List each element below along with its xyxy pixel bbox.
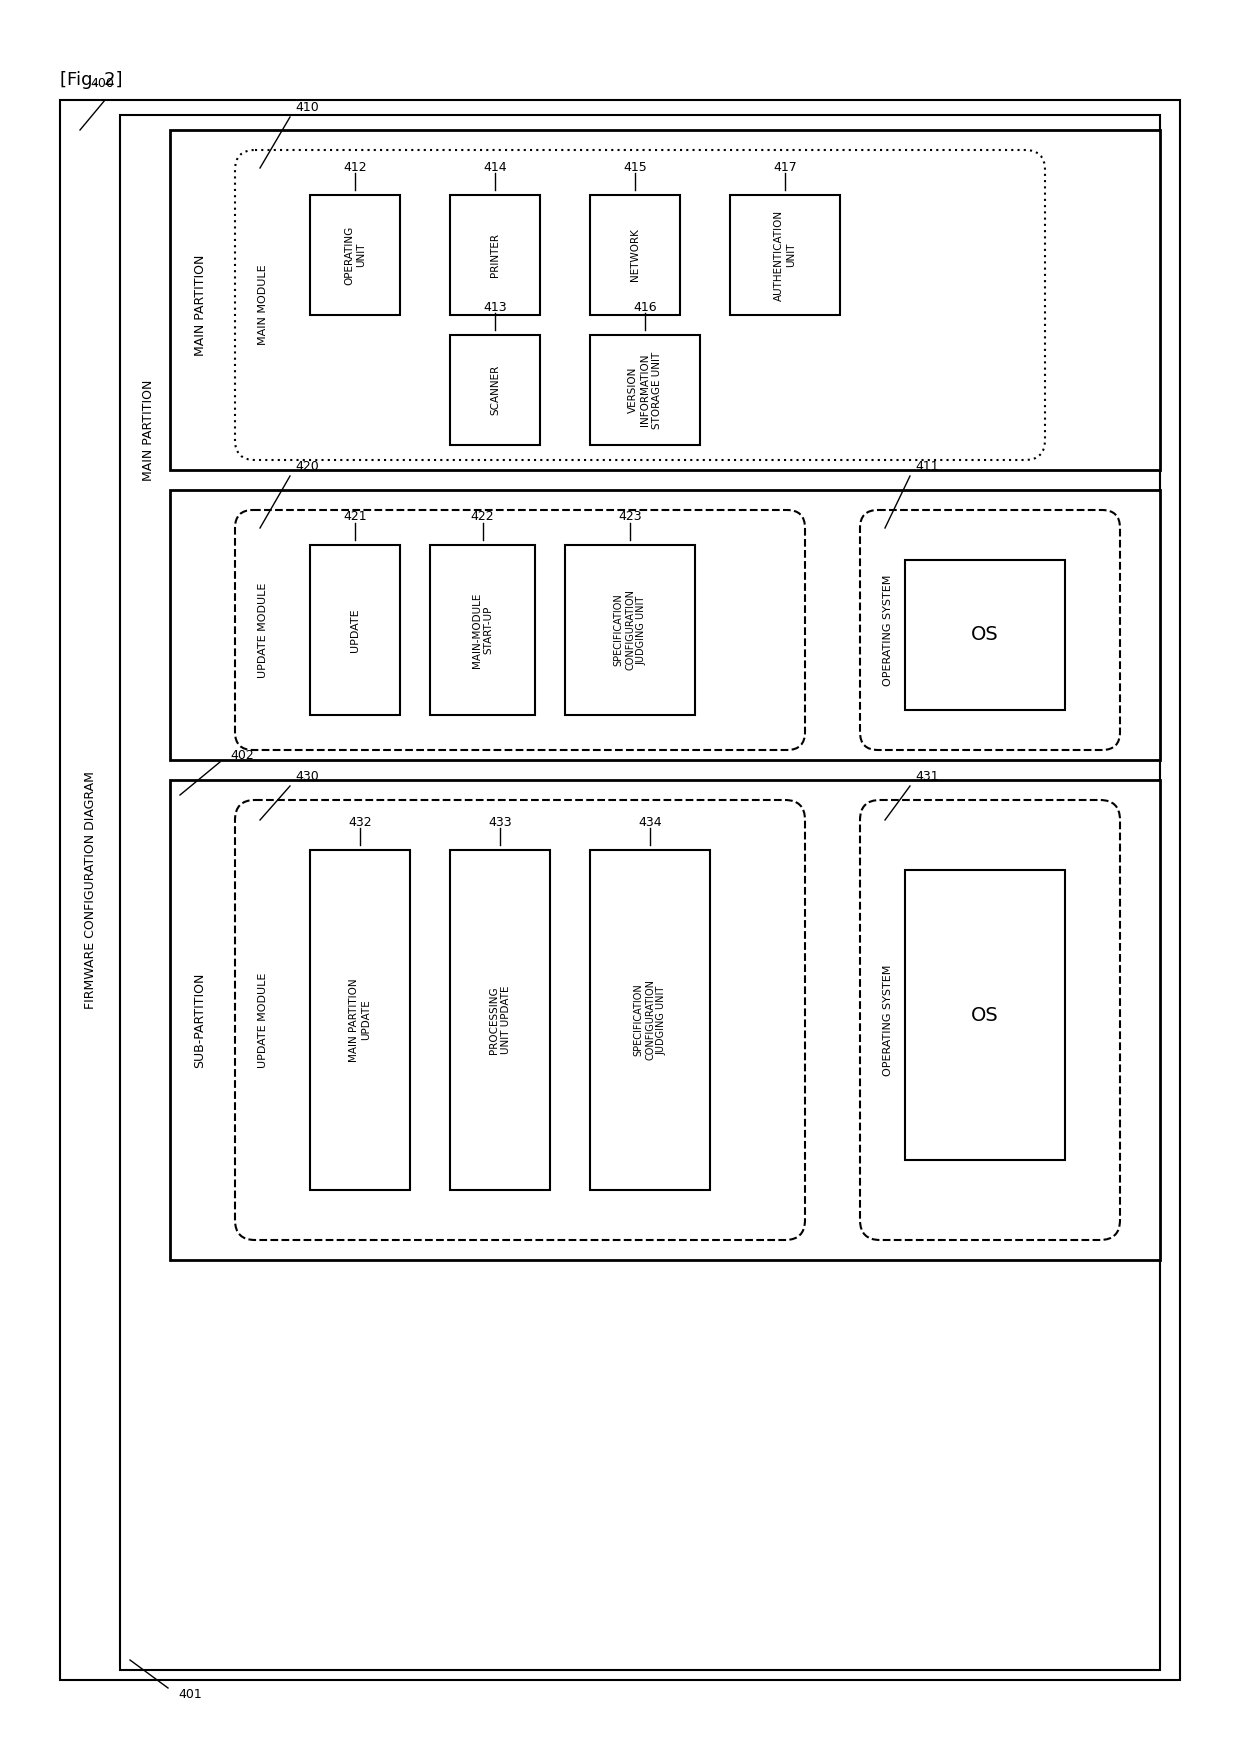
Text: 400: 400: [91, 77, 114, 91]
Bar: [450, 196, 539, 314]
Text: SCANNER: SCANNER: [490, 365, 500, 416]
Text: OPERATING SYSTEM: OPERATING SYSTEM: [883, 964, 893, 1076]
Text: 423: 423: [619, 510, 642, 524]
Text: 414: 414: [484, 161, 507, 173]
Bar: [565, 545, 694, 715]
Text: OPERATING
UNIT: OPERATING UNIT: [345, 225, 366, 285]
Bar: [310, 851, 410, 1190]
Text: NETWORK: NETWORK: [630, 229, 640, 281]
Text: MAIN PARTITION: MAIN PARTITION: [141, 379, 155, 480]
Bar: [310, 545, 401, 715]
FancyBboxPatch shape: [236, 150, 1045, 459]
Text: OS: OS: [971, 625, 999, 645]
Text: OPERATING SYSTEM: OPERATING SYSTEM: [883, 575, 893, 685]
Text: MAIN PARTITION
UPDATE: MAIN PARTITION UPDATE: [350, 978, 371, 1062]
Text: 434: 434: [639, 816, 662, 828]
Text: SPECIFICATION
CONFIGURATION
JUDGING UNIT: SPECIFICATION CONFIGURATION JUDGING UNIT: [614, 589, 646, 671]
Bar: [905, 561, 1065, 709]
Text: [Fig. 2]: [Fig. 2]: [60, 72, 123, 89]
Text: 420: 420: [295, 459, 319, 472]
Bar: [450, 851, 551, 1190]
Bar: [170, 129, 1159, 470]
Text: 433: 433: [489, 816, 512, 828]
Bar: [170, 489, 1159, 760]
Bar: [170, 779, 1159, 1260]
Text: PRINTER: PRINTER: [490, 232, 500, 278]
Text: 432: 432: [348, 816, 372, 828]
Text: PROCESSING
UNIT UPDATE: PROCESSING UNIT UPDATE: [490, 985, 511, 1053]
Bar: [430, 545, 534, 715]
Text: 430: 430: [295, 769, 319, 783]
Text: UPDATE MODULE: UPDATE MODULE: [258, 973, 268, 1067]
Text: 431: 431: [915, 769, 939, 783]
Text: 413: 413: [484, 300, 507, 313]
Text: UPDATE MODULE: UPDATE MODULE: [258, 582, 268, 678]
Text: 416: 416: [634, 300, 657, 313]
Text: SUB-PARTITION: SUB-PARTITION: [193, 973, 207, 1067]
Text: MAIN PARTITION: MAIN PARTITION: [193, 255, 207, 356]
Text: VERSION
INFORMATION
STORAGE UNIT: VERSION INFORMATION STORAGE UNIT: [629, 351, 662, 428]
Text: MAIN-MODULE
START-UP: MAIN-MODULE START-UP: [471, 592, 494, 667]
FancyBboxPatch shape: [236, 510, 805, 749]
Bar: [590, 851, 711, 1190]
Text: 417: 417: [773, 161, 797, 173]
Text: 401: 401: [179, 1689, 202, 1702]
Text: UPDATE: UPDATE: [350, 608, 360, 652]
Text: 402: 402: [229, 748, 254, 762]
FancyBboxPatch shape: [861, 510, 1120, 749]
Bar: [120, 115, 1159, 1670]
Text: 415: 415: [624, 161, 647, 173]
Bar: [905, 870, 1065, 1160]
Text: AUTHENTICATION
UNIT: AUTHENTICATION UNIT: [774, 210, 796, 300]
FancyBboxPatch shape: [236, 800, 805, 1240]
Text: OS: OS: [971, 1006, 999, 1024]
Bar: [590, 335, 701, 445]
Text: SPECIFICATION
CONFIGURATION
JUDGING UNIT: SPECIFICATION CONFIGURATION JUDGING UNIT: [634, 980, 667, 1060]
Text: FIRMWARE CONFIGURATION DIAGRAM: FIRMWARE CONFIGURATION DIAGRAM: [83, 770, 97, 1010]
Bar: [310, 196, 401, 314]
Text: MAIN MODULE: MAIN MODULE: [258, 266, 268, 346]
Text: 422: 422: [471, 510, 495, 524]
Bar: [730, 196, 839, 314]
Text: 411: 411: [915, 459, 939, 472]
Text: 410: 410: [295, 101, 319, 114]
Text: 421: 421: [343, 510, 367, 524]
FancyBboxPatch shape: [861, 800, 1120, 1240]
Bar: [450, 335, 539, 445]
Text: 412: 412: [343, 161, 367, 173]
Bar: [590, 196, 680, 314]
